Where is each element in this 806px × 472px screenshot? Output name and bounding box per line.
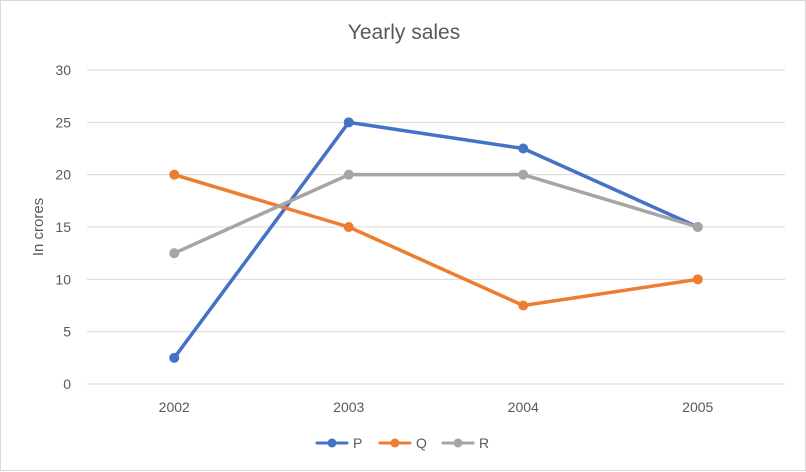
legend-swatch-marker: [453, 438, 463, 448]
y-tick-label: 15: [55, 219, 71, 235]
data-point-p: [169, 352, 180, 363]
legend-item-q: Q: [378, 435, 427, 451]
legend-swatch-marker: [390, 438, 400, 448]
y-tick-label: 5: [63, 324, 71, 340]
legend-label: P: [353, 435, 362, 451]
series-line-q: [172, 172, 700, 308]
y-axis-title: In crores: [30, 198, 47, 256]
data-point-q: [343, 222, 354, 232]
chart-title: Yearly sales: [348, 21, 460, 44]
data-point-r: [692, 222, 703, 232]
y-tick-label: 0: [63, 376, 71, 392]
series-r: [169, 169, 703, 259]
x-tick-label: 2005: [682, 399, 713, 415]
data-point-r: [343, 169, 354, 180]
y-tick-label: 10: [55, 271, 71, 287]
series-lines: [169, 117, 703, 363]
legend-item-p: P: [315, 435, 362, 451]
y-tick-label: 30: [55, 62, 71, 78]
series-q: [169, 169, 703, 311]
series-line-r: [172, 172, 700, 255]
data-point-p: [518, 143, 529, 154]
y-axis-ticks: 0 5 10 15 20 25 30: [55, 62, 71, 392]
x-tick-label: 2004: [508, 399, 539, 415]
data-point-r: [169, 248, 180, 259]
data-point-q: [169, 169, 180, 180]
data-point-q: [518, 300, 529, 311]
data-point-p: [343, 117, 354, 128]
series-p: [169, 117, 703, 363]
legend: P Q R: [315, 435, 489, 451]
legend-item-r: R: [441, 435, 489, 451]
series-line-p: [172, 120, 700, 360]
x-tick-label: 2003: [333, 399, 364, 415]
data-point-r: [518, 169, 529, 180]
y-tick-label: 25: [55, 114, 71, 130]
data-point-q: [692, 274, 703, 285]
legend-label: R: [479, 435, 489, 451]
x-tick-label: 2002: [159, 399, 190, 415]
y-tick-label: 20: [55, 167, 71, 183]
legend-swatch-marker: [327, 438, 337, 448]
legend-label: Q: [416, 435, 427, 451]
x-axis-ticks: 2002 2003 2004 2005: [159, 399, 714, 415]
